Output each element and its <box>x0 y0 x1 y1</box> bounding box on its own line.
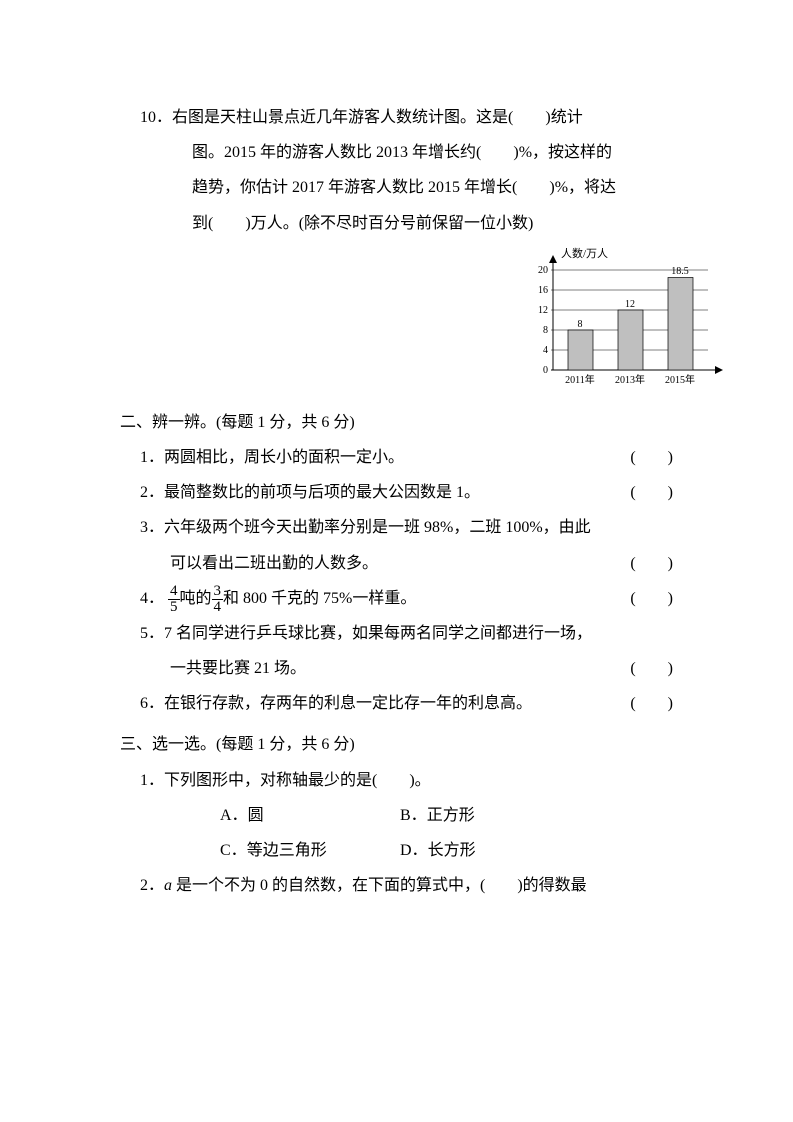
q10-text: 右图是天柱山景点近几年游客人数统计图。这是( <box>172 109 513 126</box>
frac-den: 5 <box>168 600 180 615</box>
blank[interactable] <box>213 215 245 232</box>
q-number: 2． <box>140 877 164 894</box>
q-text: 在银行存款，存两年的利息一定比存一年的利息高。 <box>164 695 532 712</box>
section-3-title: 三、选一选。(每题 1 分，共 6 分) <box>120 727 673 762</box>
page: 10．右图是天柱山景点近几年游客人数统计图。这是( )统计 图。2015 年的游… <box>0 0 793 1122</box>
ytick-label: 8 <box>543 325 548 336</box>
paren-blank[interactable]: ( ) <box>622 686 673 721</box>
xtick-label: 2013年 <box>615 373 645 386</box>
q-text: 是一个不为 0 的自然数，在下面的算式中，( )的得数最 <box>172 877 587 894</box>
frac-den: 4 <box>212 600 224 615</box>
q-text: 和 800 千克的 75%一样重。 <box>223 590 416 607</box>
s3-q1: 1．下列图形中，对称轴最少的是( )。 A．圆 B．正方形 C．等边三角形 D．… <box>120 763 673 869</box>
q-number: 6． <box>140 695 164 712</box>
q10-line2: 图。2015 年的游客人数比 2013 年增长约( )%，按这样的 <box>192 135 673 170</box>
q10-line1: 10．右图是天柱山景点近几年游客人数统计图。这是( )统计 <box>192 100 673 135</box>
s2-q1: 1．两圆相比，周长小的面积一定小。 ( ) <box>120 440 673 475</box>
y-axis-arrow <box>549 255 557 263</box>
bar-chart: 0 4 8 12 16 20 8 12 18.5 2011年 2 <box>513 245 733 395</box>
q10-text: )%，按这样的 <box>513 144 612 161</box>
q-text: 7 名同学进行乒乓球比赛，如果每两名同学之间都进行一场， <box>164 625 592 642</box>
bar-2015 <box>668 277 693 370</box>
xtick-label: 2015年 <box>665 373 695 386</box>
q10-text: 趋势，你估计 2017 年游客人数比 2015 年增长( <box>192 179 517 196</box>
x-axis-arrow <box>715 366 723 374</box>
question-10: 10．右图是天柱山景点近几年游客人数统计图。这是( )统计 图。2015 年的游… <box>172 100 673 241</box>
q10-text: 到( <box>192 215 213 232</box>
paren-blank[interactable]: ( ) <box>622 440 673 475</box>
paren-blank[interactable]: ( ) <box>622 475 673 510</box>
y-axis-title: 人数/万人 <box>561 247 608 260</box>
xtick-label: 2011年 <box>565 373 595 386</box>
chart-container: 0 4 8 12 16 20 8 12 18.5 2011年 2 <box>120 245 733 395</box>
q-number: 1． <box>140 772 164 789</box>
q-text: 可以看出二班出勤的人数多。 <box>170 555 378 572</box>
q-number: 1． <box>140 449 164 466</box>
q10-text: )万人。(除不尽时百分号前保留一位小数) <box>245 215 533 232</box>
blank[interactable] <box>513 109 545 126</box>
q10-text: )统计 <box>545 109 582 126</box>
choice-d[interactable]: D．长方形 <box>400 833 580 868</box>
ytick-label: 4 <box>543 345 548 356</box>
ytick-label: 16 <box>538 285 548 296</box>
q-number: 5． <box>140 625 164 642</box>
q-text: 六年级两个班今天出勤率分别是一班 98%，二班 100%，由此 <box>164 519 591 536</box>
q-text: 一共要比赛 21 场。 <box>170 660 306 677</box>
q-text: 两圆相比，周长小的面积一定小。 <box>164 449 404 466</box>
q-number: 2． <box>140 484 164 501</box>
ytick-label: 20 <box>538 265 548 276</box>
fraction: 34 <box>212 584 224 615</box>
s2-q4: 4． 45吨的34和 800 千克的 75%一样重。 ( ) <box>120 581 673 616</box>
frac-num: 3 <box>212 584 224 600</box>
s3-q2: 2．a 是一个不为 0 的自然数，在下面的算式中，( )的得数最 <box>120 868 673 903</box>
section-2-title: 二、辨一辨。(每题 1 分，共 6 分) <box>120 405 673 440</box>
blank[interactable] <box>481 144 513 161</box>
s2-q6: 6．在银行存款，存两年的利息一定比存一年的利息高。 ( ) <box>120 686 673 721</box>
paren-blank[interactable]: ( ) <box>622 546 673 581</box>
paren-blank[interactable]: ( ) <box>622 581 673 616</box>
choice-b[interactable]: B．正方形 <box>400 798 580 833</box>
bar-label: 8 <box>578 319 583 330</box>
s2-q3: 3．六年级两个班今天出勤率分别是一班 98%，二班 100%，由此 可以看出二班… <box>120 510 673 580</box>
frac-num: 4 <box>168 584 180 600</box>
ytick-label: 12 <box>538 305 548 316</box>
bar-2013 <box>618 310 643 370</box>
ytick-label: 0 <box>543 365 548 376</box>
bar-label: 18.5 <box>671 266 689 277</box>
choice-c[interactable]: C．等边三角形 <box>220 833 400 868</box>
q10-line4: 到( )万人。(除不尽时百分号前保留一位小数) <box>192 206 673 241</box>
q-text: 最简整数比的前项与后项的最大公因数是 1。 <box>164 484 480 501</box>
choices: A．圆 B．正方形 C．等边三角形 D．长方形 <box>140 798 673 868</box>
q-number: 3． <box>140 519 164 536</box>
s2-q5: 5．7 名同学进行乒乓球比赛，如果每两名同学之间都进行一场， 一共要比赛 21 … <box>120 616 673 686</box>
q-number: 4． <box>140 590 164 607</box>
blank[interactable] <box>517 179 549 196</box>
bar-label: 12 <box>625 299 635 310</box>
s2-q2: 2．最简整数比的前项与后项的最大公因数是 1。 ( ) <box>120 475 673 510</box>
q-text: 吨的 <box>180 590 212 607</box>
q10-text: 图。2015 年的游客人数比 2013 年增长约( <box>192 144 481 161</box>
choice-a[interactable]: A．圆 <box>220 798 400 833</box>
q10-line3: 趋势，你估计 2017 年游客人数比 2015 年增长( )%，将达 <box>192 170 673 205</box>
variable-a: a <box>164 877 172 894</box>
q10-number: 10． <box>140 109 172 126</box>
fraction: 45 <box>168 584 180 615</box>
bar-2011 <box>568 330 593 370</box>
x-labels: 2011年 2013年 2015年 <box>565 373 695 386</box>
q-text: 下列图形中，对称轴最少的是( )。 <box>164 772 431 789</box>
q10-text: )%，将达 <box>549 179 616 196</box>
paren-blank[interactable]: ( ) <box>622 651 673 686</box>
